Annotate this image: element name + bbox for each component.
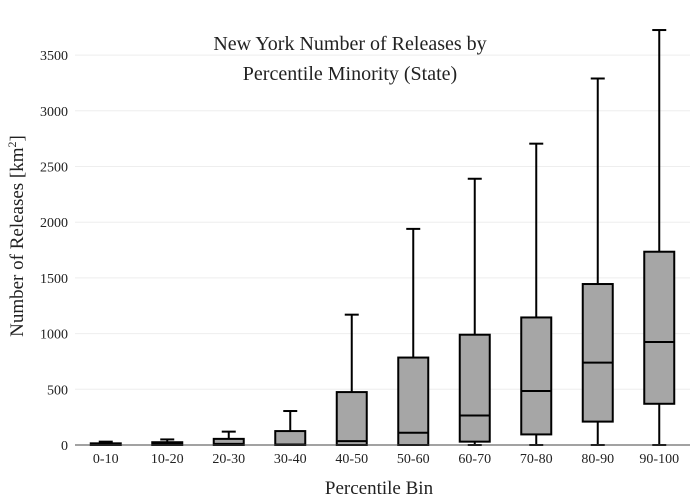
y-axis-label: Number of Releases [km2] <box>5 135 28 337</box>
x-tick-label-70-80: 70-80 <box>520 452 553 467</box>
y-tick-label-1500: 1500 <box>40 272 68 287</box>
box-40-50 <box>335 313 368 446</box>
iqr-box-70-80 <box>520 316 553 436</box>
y-axis-label-close: ] <box>7 135 28 141</box>
y-tick-label-500: 500 <box>47 383 68 398</box>
x-tick-label-0-10: 0-10 <box>93 452 119 467</box>
iqr-box-60-70 <box>458 333 491 443</box>
box-0-10 <box>89 440 122 447</box>
x-tick-label-90-100: 90-100 <box>639 452 679 467</box>
box-60-70 <box>458 177 491 446</box>
y-tick-label-2000: 2000 <box>40 216 68 231</box>
x-tick-label-80-90: 80-90 <box>581 452 614 467</box>
x-tick-label-20-30: 20-30 <box>212 452 245 467</box>
y-tick-label-2500: 2500 <box>40 161 68 176</box>
iqr-box-40-50 <box>335 391 368 446</box>
x-tick-label-10-20: 10-20 <box>151 452 184 467</box>
x-tick-label-40-50: 40-50 <box>335 452 368 467</box>
x-axis-label: Percentile Bin <box>325 478 434 499</box>
boxes <box>89 29 676 447</box>
gridlines <box>75 54 690 390</box>
box-10-20 <box>151 438 184 446</box>
y-axis-label-sup: 2 <box>5 141 19 147</box>
x-tick-label-50-60: 50-60 <box>397 452 430 467</box>
iqr-box-80-90 <box>581 283 614 423</box>
x-tick-label-30-40: 30-40 <box>274 452 307 467</box>
iqr-box-90-100 <box>643 250 676 405</box>
box-70-80 <box>520 142 553 446</box>
chart-title-line2: Percentile Minority (State) <box>243 63 457 85</box>
y-tick-label-1000: 1000 <box>40 328 68 343</box>
y-tick-label-3500: 3500 <box>40 49 68 64</box>
box-50-60 <box>397 227 430 446</box>
y-tick-label-3000: 3000 <box>40 105 68 120</box>
box-80-90 <box>581 77 614 446</box>
box-20-30 <box>212 430 245 446</box>
box-30-40 <box>274 410 307 447</box>
tick-labels: 0 500 1000 1500 2000 2500 3000 3500 0-10 10-20 20-… <box>40 49 679 467</box>
x-tick-label-60-70: 60-70 <box>458 452 491 467</box>
iqr-box-50-60 <box>397 356 430 446</box>
box-90-100 <box>643 29 676 446</box>
chart-title-line1: New York Number of Releases by <box>213 33 486 55</box>
iqr-box-30-40 <box>274 430 307 447</box>
y-axis-label-main: Number of Releases [km <box>7 147 28 337</box>
y-tick-label-0: 0 <box>61 439 68 454</box>
